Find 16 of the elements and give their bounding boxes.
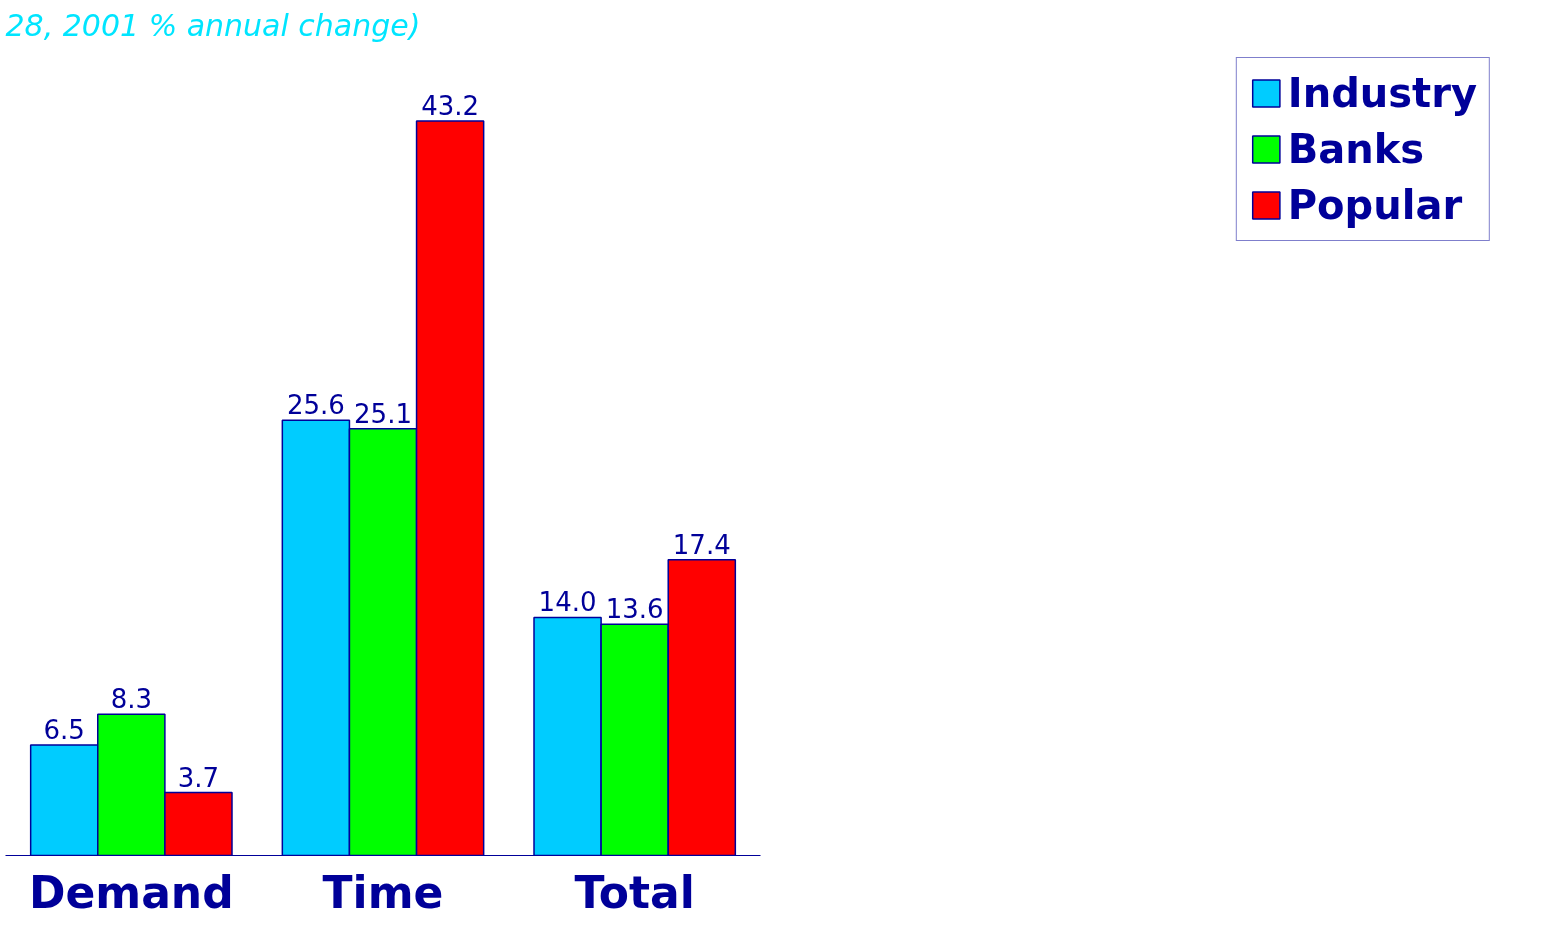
- chart-title: 28, 2001 % annual change): [5, 7, 421, 43]
- data-label: 25.6: [286, 390, 345, 421]
- data-label: 14.0: [538, 587, 597, 618]
- data-label: 3.7: [177, 762, 220, 793]
- data-label: 13.6: [605, 594, 664, 625]
- data-label: 43.2: [421, 90, 480, 121]
- data-label: 17.4: [672, 529, 731, 560]
- legend-label: Banks: [1287, 126, 1425, 172]
- legend-label: Popular: [1287, 182, 1463, 228]
- legend-label: Industry: [1287, 70, 1477, 116]
- x-tick-label: Time: [322, 866, 444, 918]
- data-label: 25.1: [354, 398, 412, 429]
- data-label: 8.3: [110, 684, 153, 715]
- x-tick-label: Demand: [28, 866, 234, 918]
- x-tick-label: Total: [574, 866, 695, 918]
- data-label: 6.5: [43, 714, 85, 745]
